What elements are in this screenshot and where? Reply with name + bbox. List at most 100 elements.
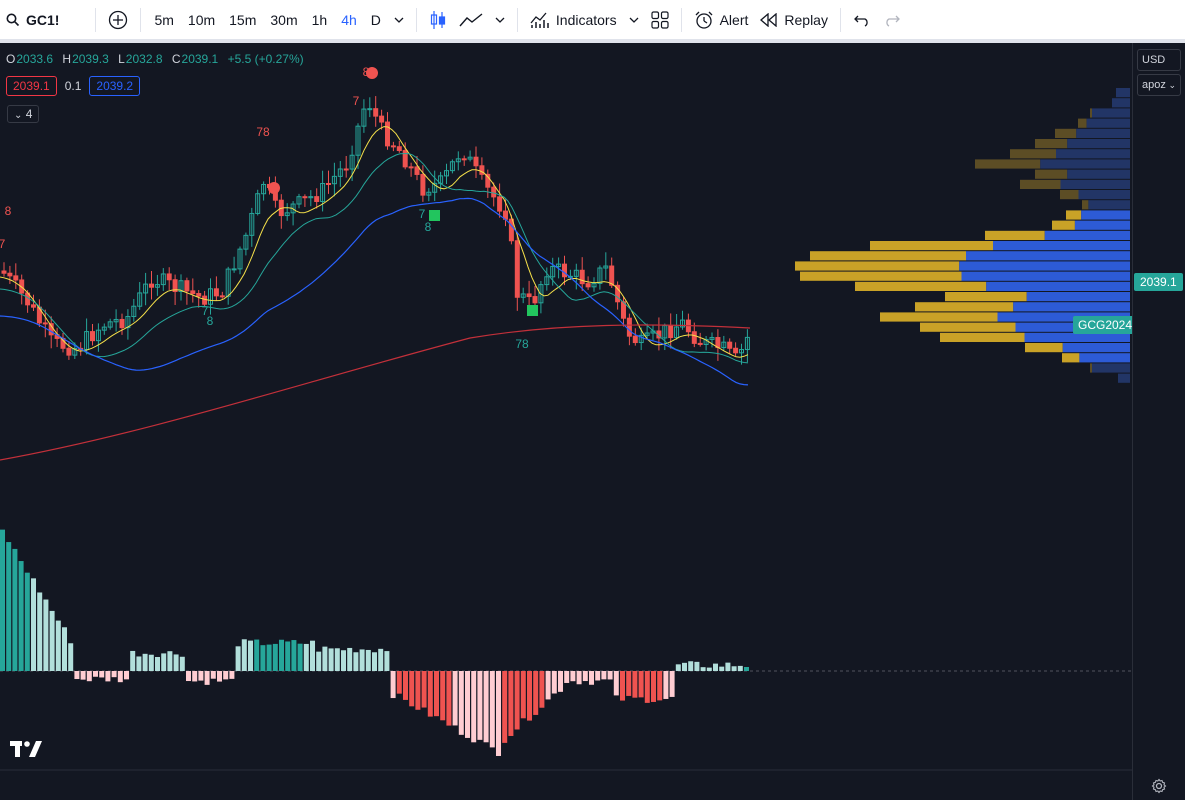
oscillator-bar xyxy=(440,671,446,721)
high-value: 2039.3 xyxy=(72,52,109,66)
timeframe-1h[interactable]: 1h xyxy=(311,11,328,28)
undo-button[interactable] xyxy=(847,0,877,39)
buy-button[interactable]: 2039.2 xyxy=(89,76,141,96)
scale-mode-button[interactable]: apoz ⌄ xyxy=(1137,74,1181,96)
oscillator-bar xyxy=(105,671,111,682)
candle-body xyxy=(131,305,137,317)
ema-mid-line xyxy=(0,152,749,364)
candle-body xyxy=(479,165,485,175)
oscillator-bar xyxy=(551,671,557,694)
timeframe-dropdown[interactable] xyxy=(388,0,410,39)
volume-profile-bar-blue xyxy=(1112,98,1130,108)
volume-profile-bar-gold xyxy=(1035,139,1068,149)
volume-profile-bar-blue xyxy=(1092,363,1130,373)
close-label: C xyxy=(171,52,181,66)
oscillator-bar xyxy=(737,665,743,671)
settings-gear-icon[interactable] xyxy=(1151,778,1167,799)
redo-icon xyxy=(883,13,901,27)
oscillator-bar xyxy=(688,661,694,671)
redo-button[interactable] xyxy=(877,0,907,39)
oscillator-bar xyxy=(632,671,638,698)
chart-type-dropdown[interactable] xyxy=(489,0,511,39)
signal-marker-label: 7 xyxy=(0,237,6,251)
price-axis[interactable]: USD apoz ⌄ xyxy=(1132,43,1185,800)
volume-profile-bar-gold xyxy=(975,159,1041,169)
low-value: 2032.8 xyxy=(125,52,163,66)
volume-profile-bar-blue xyxy=(1081,210,1130,220)
open-value: 2033.6 xyxy=(16,52,54,66)
oscillator-bar xyxy=(167,651,173,671)
symbol-search[interactable]: GC1! xyxy=(0,0,65,39)
signal-marker-label: 7 xyxy=(202,304,209,318)
oscillator-bar xyxy=(657,671,663,701)
chart-pane[interactable]: 8 7 78 8 7 7 8 7 8 78 O2033.6 H2039.3 L2032.8 C20… xyxy=(0,43,1138,800)
oscillator-bar xyxy=(471,671,477,743)
timeframe-4h[interactable]: 4h xyxy=(341,11,357,28)
oscillator-bar xyxy=(173,654,179,671)
currency-button[interactable]: USD xyxy=(1137,49,1181,71)
replay-button[interactable]: Replay xyxy=(754,0,834,39)
indicators-dropdown[interactable] xyxy=(623,0,645,39)
collapse-indicators-button[interactable]: ⌄ 4 xyxy=(7,105,40,123)
timeframe-10m[interactable]: 10m xyxy=(187,11,216,28)
oscillator-bar xyxy=(55,620,61,671)
timeframe-30m[interactable]: 30m xyxy=(270,11,298,28)
oscillator-bar xyxy=(651,671,656,702)
candle-body xyxy=(538,284,544,304)
candle-body xyxy=(562,263,567,278)
volume-profile-bar-blue xyxy=(1013,302,1130,312)
chevron-down-icon xyxy=(495,15,505,25)
candle-body xyxy=(473,156,479,167)
candle-body xyxy=(184,280,190,292)
candle-body xyxy=(172,279,178,293)
candle-body xyxy=(585,283,591,288)
candle-body xyxy=(125,315,131,329)
oscillator-bar xyxy=(669,671,675,697)
volume-profile-bar-gold xyxy=(920,322,1016,332)
candle-body xyxy=(160,273,166,286)
candle-body xyxy=(367,108,373,111)
timeframe-15m[interactable]: 15m xyxy=(229,11,257,28)
oscillator-bar xyxy=(638,671,644,698)
oscillator-bar xyxy=(179,656,185,671)
candle-body xyxy=(615,284,621,303)
divider xyxy=(516,7,518,32)
candle-body xyxy=(261,183,267,195)
oscillator-bar xyxy=(601,671,607,680)
oscillator-bar xyxy=(483,671,489,743)
oscillator-bar xyxy=(86,671,92,682)
high-label: H xyxy=(62,52,72,66)
signal-marker-label: 7 xyxy=(419,207,426,221)
timeframe-d[interactable]: D xyxy=(370,11,381,28)
volume-profile-bar-gold xyxy=(795,261,960,271)
candle-body xyxy=(243,234,249,250)
oscillator-bar xyxy=(285,641,291,671)
oscillator-bar xyxy=(217,671,222,682)
oscillator-bar xyxy=(403,671,408,700)
oscillator-bar xyxy=(533,671,539,715)
candle-body xyxy=(349,154,355,170)
candle-body xyxy=(42,322,48,325)
alert-label: Alert xyxy=(719,11,749,28)
line-chart-button[interactable] xyxy=(453,0,489,39)
candle-body xyxy=(219,295,225,298)
templates-button[interactable] xyxy=(645,0,675,39)
candle-body xyxy=(550,265,556,278)
candle-body xyxy=(579,269,585,285)
grid-icon xyxy=(650,10,669,29)
volume-profile-bar-blue xyxy=(966,251,1130,261)
timeframe-5m[interactable]: 5m xyxy=(154,11,174,28)
exit-signal-icon xyxy=(366,67,378,79)
sell-button[interactable]: 2039.1 xyxy=(6,76,57,96)
oscillator-bar xyxy=(272,643,278,671)
alert-button[interactable]: Alert xyxy=(688,0,755,39)
oscillator-bar xyxy=(713,663,718,671)
chart-type-button[interactable] xyxy=(423,0,453,39)
compare-button[interactable] xyxy=(102,0,134,39)
candle-body xyxy=(573,269,579,277)
candle-body xyxy=(373,108,379,117)
oscillator-bar xyxy=(731,666,737,671)
indicators-button[interactable]: Indicators xyxy=(524,0,623,39)
tradingview-logo-icon[interactable] xyxy=(10,741,42,764)
